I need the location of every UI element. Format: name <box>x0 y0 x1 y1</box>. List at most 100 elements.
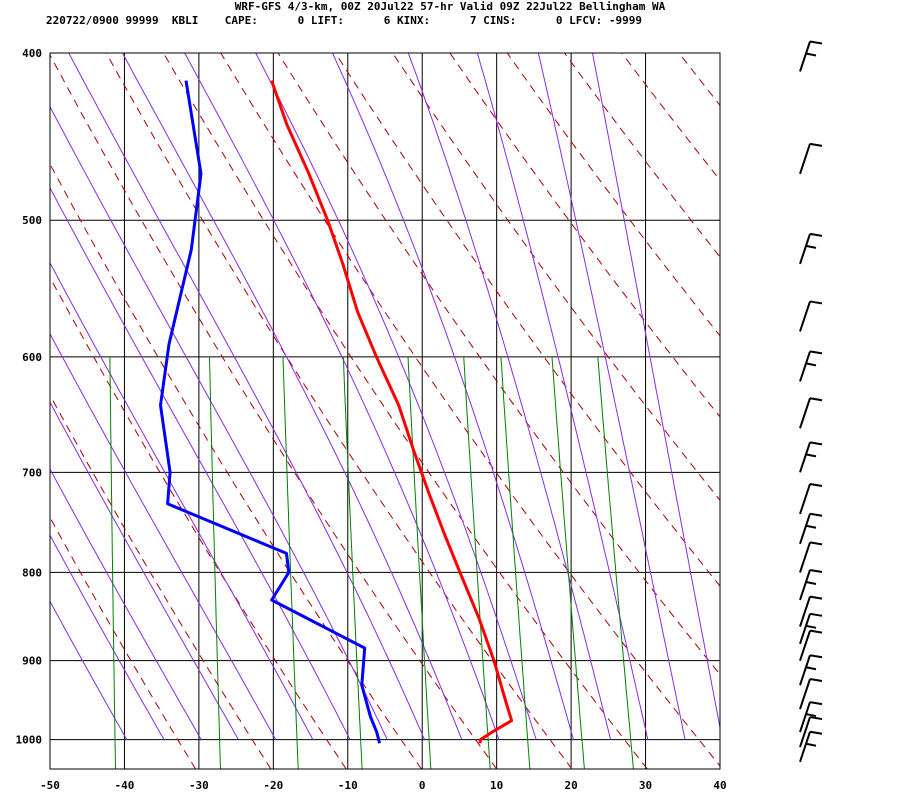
wind-barb-staff <box>799 143 811 175</box>
tick-layer: -50 -40 -30 -20 -10 0 10 20 30 40 400 500 600 700 800 9… <box>16 47 727 792</box>
moist-adiabat <box>50 186 351 740</box>
x-tick-label: -10 <box>338 779 358 792</box>
dry-adiabat <box>105 53 573 769</box>
wind-barb <box>799 142 823 175</box>
moist-adiabat <box>68 53 425 740</box>
moist-adiabat <box>592 53 720 731</box>
wind-barb-staff <box>799 630 811 661</box>
wind-barb-flag <box>809 350 823 355</box>
dewpoint-profile <box>159 80 382 744</box>
plot-frame <box>49 52 721 770</box>
wind-barb-flag <box>805 362 817 367</box>
x-tick-label: 20 <box>564 779 577 792</box>
wind-barb-flag <box>809 678 823 683</box>
y-tick-label: 800 <box>22 566 42 579</box>
dry-adiabat <box>50 53 498 769</box>
y-tick-label: 1000 <box>16 734 43 747</box>
wind-barb-staff <box>799 397 811 429</box>
wind-barb-staff <box>799 542 811 573</box>
moist-adiabat <box>407 53 612 740</box>
wind-barb <box>799 512 823 545</box>
wind-barb-flag <box>805 52 817 57</box>
wind-barb-flag <box>809 595 823 600</box>
wind-barb <box>799 441 823 473</box>
wind-barb-flag <box>809 232 823 237</box>
mixing-ratio-line <box>342 356 363 769</box>
wind-barb-flag <box>805 581 817 585</box>
wind-barb-flag <box>805 713 817 718</box>
wind-barb <box>799 482 823 515</box>
wind-barb-staff <box>799 442 811 473</box>
wind-barb-flag <box>809 730 823 735</box>
wind-barb-flag <box>809 441 823 446</box>
moist-adiabat <box>50 261 314 740</box>
wind-barb <box>799 40 823 72</box>
wind-barb-flag <box>805 666 817 671</box>
wind-barb <box>799 654 823 686</box>
dry-adiabat <box>163 53 648 769</box>
wind-barb-staff <box>799 513 811 545</box>
wind-barb-flag <box>809 40 823 45</box>
moist-adiabat <box>50 332 277 740</box>
wind-barb <box>799 232 823 265</box>
moist-adiabat <box>50 401 239 740</box>
dry-adiabat <box>334 53 720 587</box>
indices-line: 220722/0900 99999 KBLI CAPE: 0 LIFT: 6 K… <box>46 14 643 27</box>
wind-barb-flag <box>805 524 817 529</box>
dry-adiabat <box>50 276 347 769</box>
wind-barb-staff <box>799 716 811 748</box>
dry-adiabat <box>564 53 720 258</box>
x-tick-label: 40 <box>713 779 726 792</box>
moist-adiabat <box>537 53 686 740</box>
mixing-ratio-line <box>597 356 634 769</box>
dry-adiabat <box>449 53 720 418</box>
wind-barb <box>799 397 823 429</box>
wind-barb-flag <box>809 612 823 617</box>
wind-barb-staff <box>799 483 811 515</box>
plot-background <box>50 53 720 769</box>
x-tick-label: 10 <box>490 779 503 792</box>
x-tick-label: -30 <box>189 779 209 792</box>
dry-adiabat <box>794 53 900 769</box>
moist-adiabat <box>50 600 128 740</box>
x-tick-label: -50 <box>40 779 60 792</box>
y-tick-label: 400 <box>22 47 42 60</box>
wind-barb-staff <box>799 41 811 72</box>
y-tick-label: 700 <box>22 466 42 479</box>
wind-barb <box>799 541 823 573</box>
wind-barb <box>799 629 823 661</box>
wind-barb-flag <box>809 701 823 706</box>
series-layer <box>159 80 514 744</box>
mixing-ratio-line <box>463 356 491 769</box>
wind-barb <box>799 701 823 733</box>
mixing-ratio-line <box>551 356 585 769</box>
x-tick-label: 0 <box>419 779 426 792</box>
wind-barb-staff <box>799 731 811 763</box>
wind-barb-flag <box>805 742 817 747</box>
wind-barb <box>799 569 823 601</box>
wind-barb-flag <box>809 654 823 659</box>
wind-barb <box>799 730 823 763</box>
mixing-ratio-line <box>282 356 299 769</box>
wind-barb-staff <box>799 351 811 382</box>
wind-barb <box>799 350 823 382</box>
moist-adiabat <box>50 467 202 740</box>
wind-barb-flag <box>805 453 817 458</box>
wind-barb <box>799 678 823 710</box>
wind-barb-flag <box>805 624 817 629</box>
wind-barb-flag <box>809 629 823 634</box>
wind-barb-flag <box>809 541 823 546</box>
wind-barb <box>799 300 823 332</box>
moist-adiabat <box>476 53 649 740</box>
temperature-profile <box>270 80 514 744</box>
wind-barb <box>799 595 823 627</box>
dry-adiabat <box>392 53 720 501</box>
wind-barb-staff <box>799 678 811 710</box>
wind-barb-staff <box>799 569 811 601</box>
wind-barbs <box>799 40 823 763</box>
y-tick-label: 500 <box>22 214 42 227</box>
mixing-ratio-line <box>109 356 116 769</box>
dry-adiabat <box>736 53 900 769</box>
wind-barb-flag <box>809 142 823 147</box>
